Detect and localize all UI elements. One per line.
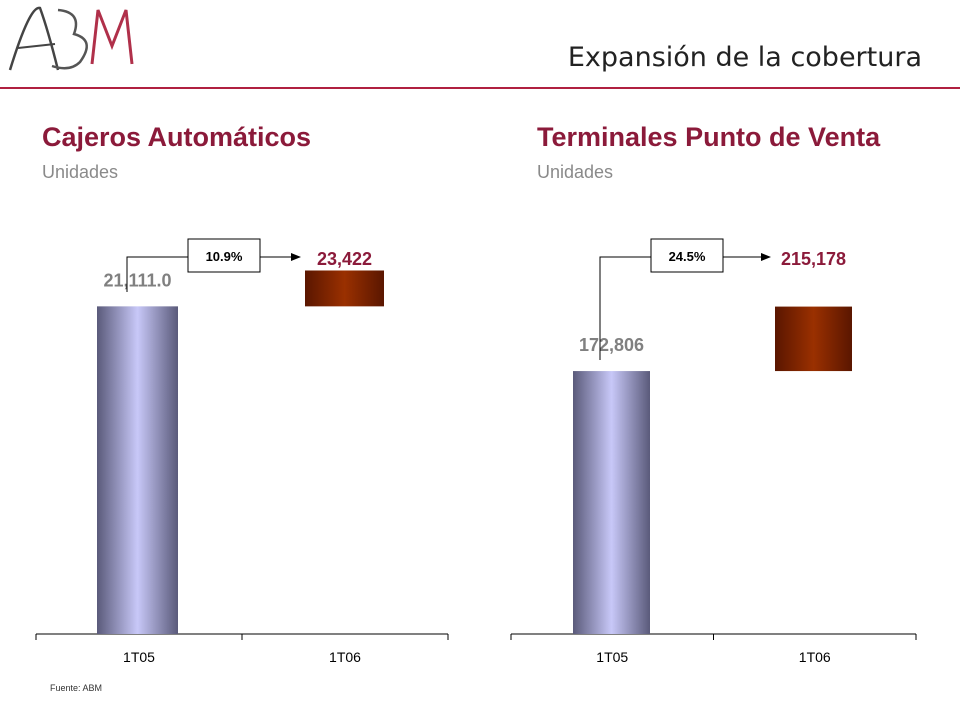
atm-bar-chart: 1T05 1T06 21,111.0 23,422 10.9%	[35, 238, 449, 665]
data-label-1T05: 172,806	[579, 335, 644, 355]
x-tick-label: 1T05	[596, 649, 628, 665]
atm-bar-1T05	[97, 306, 178, 634]
x-tick-label: 1T06	[329, 649, 361, 665]
pos-bar-1T06	[775, 306, 852, 372]
growth-box	[650, 238, 724, 273]
growth-label: 24.5%	[669, 249, 706, 264]
growth-arrowhead	[291, 253, 301, 261]
chart-title-atm: Cajeros Automáticos	[42, 122, 312, 152]
growth-box	[187, 238, 261, 273]
source-note: Fuente: ABM	[50, 683, 103, 693]
data-label-1T05: 21,111.0	[103, 270, 171, 290]
x-tick-label: 1T06	[799, 649, 831, 665]
growth-label: 10.9%	[206, 249, 243, 264]
pos-bar-1T05	[573, 371, 650, 634]
page-title: Expansión de la cobertura	[567, 42, 922, 73]
pos-bar-chart: 1T05 1T06 172,806 215,178 24.5%	[510, 238, 917, 665]
abm-logo	[8, 6, 134, 71]
chart-subtitle-pos: Unidades	[537, 162, 614, 182]
growth-arrowhead	[761, 253, 771, 261]
x-tick-label: 1T05	[123, 649, 155, 665]
data-label-1T06: 215,178	[781, 249, 846, 269]
chart-subtitle-atm: Unidades	[42, 162, 119, 182]
atm-bar-1T06	[305, 270, 384, 307]
title-divider	[0, 87, 960, 89]
chart-title-pos: Terminales Punto de Venta	[537, 122, 881, 152]
data-label-1T06: 23,422	[317, 249, 372, 269]
